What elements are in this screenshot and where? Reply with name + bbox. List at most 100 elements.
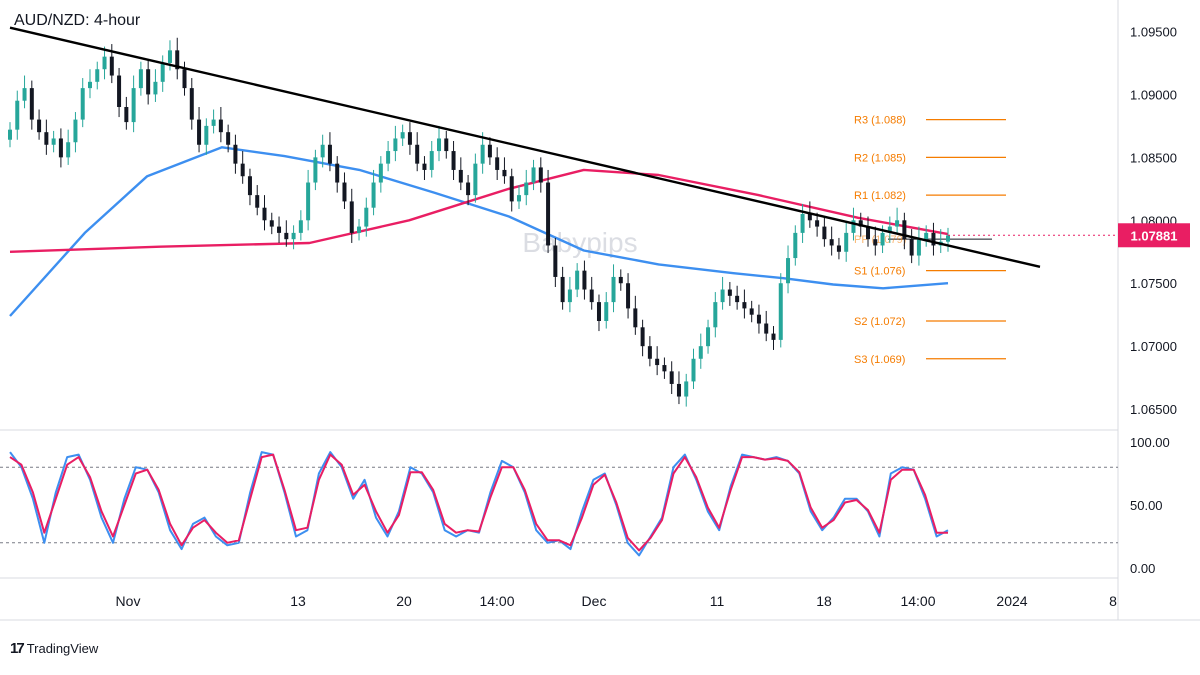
time-tick-label: 8 [1109,593,1117,609]
price-tick-label: 1.09000 [1130,87,1177,102]
candle-body [691,358,696,382]
candle-body [44,132,49,145]
candle-body [480,144,485,164]
moving-averages [9,146,949,317]
candle-body [567,289,572,303]
candle-body [538,167,543,183]
stochastic-line [9,453,948,552]
candle-body [160,62,165,82]
candle-body [546,182,551,246]
candle-body [618,276,623,284]
candle-body [756,314,761,324]
pivot-label: PP (1.079) [854,234,906,246]
tradingview-logo: 17 TradingView [10,640,98,657]
candle-body [640,327,645,347]
candle-body [182,69,187,89]
time-tick-label: Dec [582,593,607,609]
candle-body [473,163,478,196]
candle-body [233,144,238,164]
candle-body [553,245,558,277]
time-tick-label: 13 [290,593,306,609]
candle-body [371,182,376,208]
candle-body [153,81,158,95]
candle-body [946,235,950,242]
candle-body [102,56,107,70]
descending-trendline [9,26,1041,268]
candle-body [284,232,289,240]
oscillator-tick-label: 0.00 [1130,561,1155,576]
time-tick-label: 14:00 [479,593,514,609]
candle-body [895,220,900,227]
candle-body [197,119,202,145]
candle-body [8,129,12,140]
pivot-label: R2 (1.085) [854,152,906,164]
candle-body [247,176,252,196]
candle-body [589,289,594,303]
time-tick-label: Nov [116,593,141,609]
candle-body [364,207,369,227]
tradingview-label: TradingView [26,641,99,656]
candle-body [524,182,529,196]
candle-body [167,50,172,63]
candle-body [131,88,136,123]
moving-average-line [9,168,949,253]
candle-body [429,151,434,170]
candle-body [902,220,907,240]
candle-body [786,258,791,284]
candle-body [836,245,841,252]
candle-body [851,220,856,233]
candle-body [226,132,231,145]
candle-body [909,239,914,256]
candle-body [146,69,151,95]
pivot-label: R3 (1.088) [854,115,906,127]
current-price-tag [1118,223,1190,248]
candle-body [124,107,129,123]
oscillator-tick-label: 50.00 [1130,498,1163,513]
candle-body [793,232,798,259]
candle-body [51,138,56,145]
candle-body [887,226,892,233]
candle-body [109,56,114,76]
candle-body [95,69,100,82]
candle-body [117,75,122,107]
candle-body [509,176,514,202]
candle-body [669,371,674,384]
candle-body [58,138,63,158]
time-tick-label: 20 [396,593,412,609]
candle-body [502,169,507,177]
candle-body [277,226,282,233]
candle-body [764,323,769,334]
candle-body [175,50,180,70]
candle-body [844,232,849,252]
tradingview-icon: 17 [10,640,25,657]
candle-body [880,232,885,246]
candle-body [626,283,631,309]
candle-body [858,220,863,227]
candle-body [742,302,747,309]
pivot-label: S2 (1.072) [854,316,905,328]
candle-body [37,119,42,133]
candle-body [291,232,296,240]
candle-body [531,167,536,183]
candle-body [916,239,921,256]
candle-body [240,163,245,177]
candle-body [255,195,260,208]
candle-body [306,182,311,221]
oscillator-tick-label: 100.00 [1130,435,1170,450]
candle-body [727,289,732,296]
candle-body [422,163,427,170]
chart-title: AUD/NZD: 4-hour [14,12,141,29]
candle-body [378,163,383,183]
current-price-label: 1.07881 [1131,228,1178,243]
candle-body [771,333,776,340]
candle-body [393,138,398,152]
candle-body [924,232,929,240]
price-tick-label: 1.07000 [1130,339,1177,354]
time-tick-label: 2024 [996,593,1027,609]
candle-body [735,295,740,303]
candle-body [313,157,318,183]
candle-body [647,346,652,359]
candlesticks [8,37,950,407]
